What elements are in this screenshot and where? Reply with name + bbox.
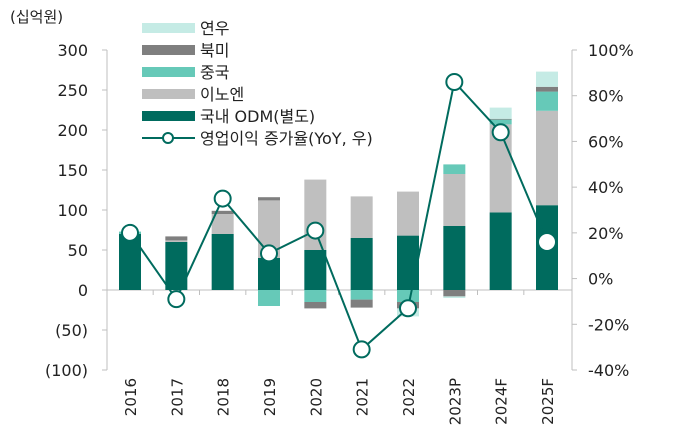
bar-segment: [165, 236, 188, 241]
bar-segment: [304, 302, 327, 309]
line-point: [121, 223, 139, 242]
x-tick-label: 2018: [215, 378, 233, 416]
left-tick-label: 50: [68, 241, 88, 260]
bar-segment: [397, 290, 419, 302]
bar-segment: [443, 290, 466, 297]
bar-segment: [489, 118, 512, 120]
growth-line: [129, 79, 548, 352]
right-tick-label: 60%: [588, 132, 624, 151]
line-point: [167, 290, 186, 309]
bar-segment: [165, 242, 188, 290]
x-tick-label: 2016: [122, 378, 140, 416]
right-tick-label: 20%: [588, 224, 624, 243]
line-point: [539, 234, 555, 250]
bar-segment: [350, 299, 373, 308]
bar-segment: [397, 235, 419, 290]
bar-segment: [443, 296, 466, 298]
right-tick-label: 80%: [588, 87, 624, 106]
right-tick-label: -20%: [588, 315, 629, 334]
bar-segment: [443, 226, 466, 290]
x-tick-label: 2019: [261, 378, 279, 416]
right-tick-label: -40%: [588, 361, 629, 380]
bar-segment: [258, 290, 280, 306]
left-tick-label: 250: [57, 81, 88, 100]
legend-swatch: [142, 89, 195, 99]
bar-segment: [211, 234, 234, 290]
bar-segment: [350, 196, 373, 238]
right-tick-label: 0%: [588, 270, 613, 289]
bar-segment: [489, 107, 512, 119]
bar-segment: [443, 164, 466, 174]
left-tick-label: (100): [45, 361, 88, 380]
bar-segment: [489, 212, 512, 290]
bar-segment: [119, 234, 141, 290]
x-tick-label: 2025F: [539, 378, 557, 425]
right-tick-label: 40%: [588, 178, 624, 197]
bar-segment: [258, 258, 280, 290]
legend-label: 국내 ODM(별도): [200, 107, 315, 126]
bar-segment: [165, 240, 188, 242]
bar-segment: [536, 110, 558, 206]
left-tick-label: 300: [57, 41, 88, 60]
bar-segment: [211, 210, 234, 214]
left-tick-label: 200: [57, 121, 88, 140]
left-tick-label: 150: [57, 161, 88, 180]
legend-label: 영업이익 증가율(YoY, 우): [200, 129, 373, 148]
legend-marker: [162, 132, 174, 144]
left-tick-label: (50): [55, 321, 88, 340]
legend-label: 이노엔: [200, 85, 244, 104]
x-tick-label: 2020: [307, 378, 325, 416]
left-tick-label: 0: [78, 281, 88, 300]
line-point: [445, 73, 464, 91]
bar-segment: [304, 290, 327, 302]
bar-segment: [304, 250, 327, 290]
legend-swatch: [142, 23, 195, 33]
bar-segment: [397, 191, 419, 236]
x-tick-label: 2023P: [446, 378, 464, 425]
bar-segment: [536, 91, 558, 111]
bar-segment: [258, 200, 280, 258]
bar-segment: [350, 238, 373, 290]
line-point: [352, 340, 371, 359]
x-tick-label: 2022: [400, 378, 418, 416]
y-axis-unit-label: (십억원): [10, 8, 63, 26]
x-tick-label: 2021: [354, 378, 372, 416]
legend-label: 연우: [200, 19, 229, 38]
line-point: [399, 299, 417, 318]
line-point: [306, 221, 325, 240]
line-point: [491, 123, 510, 142]
bar-segment: [258, 197, 280, 201]
legend-swatch: [142, 67, 195, 77]
legend-swatch: [142, 111, 195, 121]
bar-segment: [536, 86, 558, 92]
legend-label: 중국: [200, 63, 229, 82]
line-point: [260, 244, 278, 263]
bar-segment: [350, 290, 373, 300]
bar-segment: [211, 214, 234, 234]
right-tick-label: 100%: [588, 41, 634, 60]
bar-segment: [489, 119, 512, 125]
x-tick-label: 2017: [168, 378, 186, 416]
legend-swatch: [142, 45, 195, 55]
bar-segment: [443, 174, 466, 226]
x-tick-label: 2024F: [493, 378, 511, 425]
left-tick-label: 100: [57, 201, 88, 220]
legend-label: 북미: [200, 41, 229, 60]
line-point: [213, 189, 232, 208]
bar-segment: [536, 71, 558, 87]
